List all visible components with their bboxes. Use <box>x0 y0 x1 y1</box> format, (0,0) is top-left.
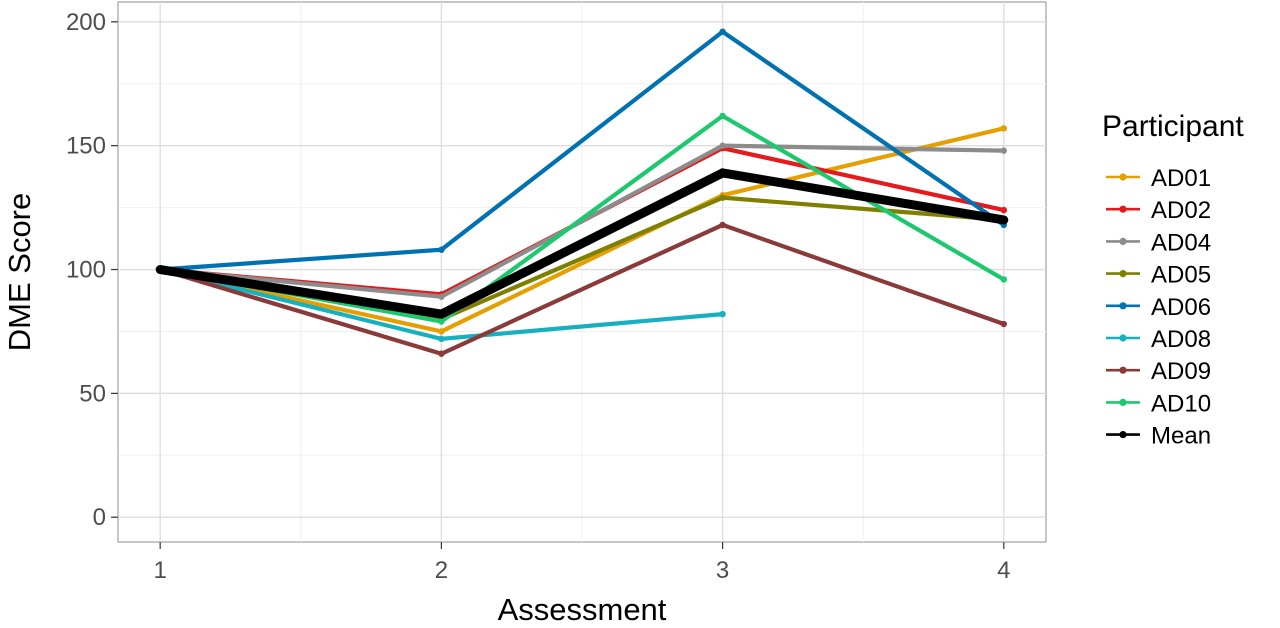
data-point-mean <box>999 215 1009 225</box>
data-point-ad05 <box>719 194 726 201</box>
legend-key-point <box>1119 205 1127 213</box>
y-tick-label: 150 <box>66 133 106 160</box>
legend-key-point <box>1119 302 1127 310</box>
legend-label: AD05 <box>1151 262 1211 289</box>
data-point-mean <box>718 168 728 178</box>
y-tick-label: 0 <box>93 504 106 531</box>
y-tick-label: 50 <box>79 380 106 407</box>
legend-title: Participant <box>1102 110 1244 143</box>
legend-key-point <box>1119 398 1127 406</box>
x-axis-ticks: 1 2 3 4 <box>154 542 1010 584</box>
data-point-ad09 <box>1000 320 1008 328</box>
data-point-ad09 <box>719 221 726 229</box>
x-tick-label: 3 <box>716 557 729 584</box>
data-point-ad04 <box>719 142 726 149</box>
legend-label: AD06 <box>1151 294 1211 321</box>
legend-item-ad01: AD01 <box>1106 165 1211 192</box>
legend-item-ad02: AD02 <box>1106 197 1211 224</box>
data-point-ad02 <box>1000 206 1008 214</box>
data-point-mean <box>155 265 165 275</box>
series-mean <box>155 168 1009 319</box>
x-tick-label: 2 <box>435 557 448 584</box>
legend-item-ad04: AD04 <box>1106 229 1211 256</box>
data-point-ad06 <box>438 246 445 253</box>
major-grid <box>118 2 1046 542</box>
legend-item-ad10: AD10 <box>1106 390 1211 417</box>
legend-label: AD02 <box>1151 197 1211 224</box>
data-point-ad04 <box>1000 147 1008 154</box>
series-lines <box>155 28 1009 357</box>
legend-label: AD09 <box>1151 358 1211 385</box>
minor-grid <box>118 2 1046 542</box>
legend-key-point <box>1119 334 1127 342</box>
y-tick-label: 200 <box>66 9 106 36</box>
legend-items: AD01 AD02 AD04 AD05 AD06 AD08 AD09 AD10 Mean <box>1106 165 1211 450</box>
data-point-ad01 <box>438 328 445 335</box>
legend-key-point <box>1119 270 1127 278</box>
legend-label: Mean <box>1151 423 1211 450</box>
x-axis-title: Assessment <box>498 592 667 627</box>
legend-key-point <box>1119 237 1127 245</box>
legend-label: AD04 <box>1151 229 1211 256</box>
legend-key-point <box>1119 173 1127 181</box>
legend: Participant AD01 AD02 AD04 AD05 AD06 AD08 AD09… <box>1102 110 1244 450</box>
data-point-ad08 <box>719 310 726 318</box>
y-tick-label: 100 <box>66 257 106 284</box>
x-tick-label: 1 <box>154 557 167 584</box>
legend-label: AD10 <box>1151 390 1211 417</box>
data-point-ad10 <box>719 112 726 120</box>
legend-label: AD01 <box>1151 165 1211 192</box>
legend-item-ad09: AD09 <box>1106 358 1211 385</box>
data-point-ad06 <box>719 28 726 35</box>
legend-key-point <box>1119 431 1127 439</box>
x-tick-label: 4 <box>997 557 1010 584</box>
data-point-mean <box>436 309 446 319</box>
y-axis-ticks: 0 50 100 150 200 <box>66 9 118 531</box>
data-point-ad10 <box>438 318 445 325</box>
legend-item-mean: Mean <box>1106 423 1211 450</box>
legend-key-point <box>1119 366 1127 374</box>
data-point-ad04 <box>438 293 445 300</box>
y-axis-title: DME Score <box>2 193 37 351</box>
legend-item-ad08: AD08 <box>1106 326 1211 353</box>
series-ad09 <box>156 221 1008 357</box>
data-point-ad09 <box>438 350 445 357</box>
legend-label: AD08 <box>1151 326 1211 353</box>
series-line-ad06 <box>160 29 1006 272</box>
series-line-ad01 <box>159 126 1005 334</box>
legend-item-ad06: AD06 <box>1106 294 1211 321</box>
data-point-ad01 <box>1000 125 1008 132</box>
data-point-ad08 <box>438 335 445 343</box>
series-line-ad09 <box>159 222 1005 356</box>
data-point-ad10 <box>1000 276 1008 283</box>
series-line-mean <box>159 168 1005 319</box>
legend-item-ad05: AD05 <box>1106 262 1211 289</box>
